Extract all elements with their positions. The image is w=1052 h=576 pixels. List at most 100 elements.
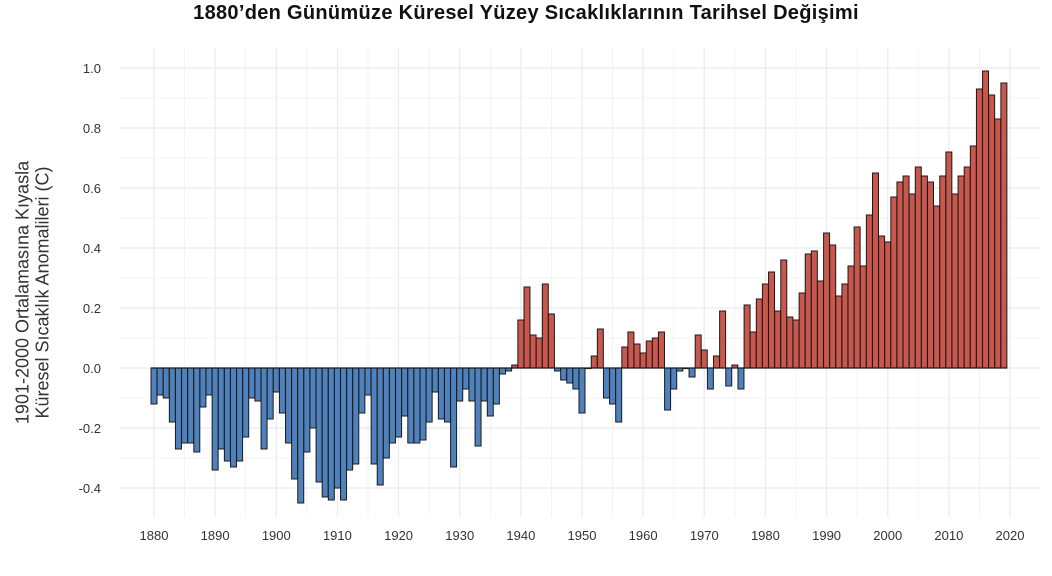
bar-2013 (963, 166, 971, 369)
bar-2016 (982, 70, 990, 369)
bar-1990 (823, 232, 831, 369)
bar-2004 (908, 193, 916, 369)
bar-1976 (737, 367, 745, 390)
bar-1924 (419, 367, 427, 441)
y-tick-label: 0.6 (83, 181, 101, 196)
bar-2009 (939, 175, 947, 369)
bar-2000 (884, 241, 892, 369)
bar-2012 (957, 175, 965, 369)
bar-1953 (596, 328, 604, 369)
bar-1925 (425, 367, 433, 423)
bar-1908 (321, 367, 329, 498)
bar-1992 (835, 295, 843, 369)
bar-1996 (859, 265, 867, 369)
bar-1958 (627, 331, 635, 369)
bar-1993 (841, 283, 849, 369)
x-tick-label: 1920 (384, 528, 413, 543)
bar-1898 (260, 367, 268, 450)
bar-1885 (181, 367, 189, 444)
x-tick-label: 1880 (140, 528, 169, 543)
bar-2015 (975, 88, 983, 369)
bar-1931 (462, 367, 470, 390)
bar-2011 (951, 193, 959, 369)
bar-1911 (340, 367, 348, 501)
bar-1994 (847, 265, 855, 369)
bar-1972 (713, 355, 721, 369)
bar-1960 (639, 352, 647, 369)
x-tick-label: 1910 (323, 528, 352, 543)
bar-1940 (517, 319, 525, 369)
bar-1995 (853, 226, 861, 369)
bar-1988 (810, 250, 818, 369)
y-tick-label: 0.8 (83, 121, 101, 136)
bar-1974 (725, 367, 733, 387)
bar-1957 (621, 346, 629, 369)
bar-1890 (211, 367, 219, 471)
bar-1989 (816, 280, 824, 369)
bar-1913 (352, 367, 360, 465)
bar-1969 (694, 334, 702, 369)
bar-1900 (272, 367, 280, 393)
bar-1936 (492, 367, 500, 405)
x-tick-label: 1950 (568, 528, 597, 543)
bar-1952 (590, 355, 598, 369)
bar-1937 (499, 367, 507, 375)
bar-2001 (890, 196, 898, 369)
bar-1943 (535, 337, 543, 369)
bar-1905 (303, 367, 311, 453)
bar-1901 (278, 367, 286, 414)
bar-1991 (829, 244, 837, 369)
bar-1935 (486, 367, 494, 417)
bar-1918 (382, 367, 390, 459)
bar-1904 (297, 367, 305, 504)
y-tick-label: -0.4 (79, 481, 101, 496)
bar-1883 (168, 367, 176, 423)
bar-1970 (700, 349, 708, 369)
bar-1914 (358, 367, 366, 414)
bar-1880 (150, 367, 158, 405)
bar-1944 (541, 283, 549, 369)
bar-1903 (291, 367, 299, 480)
bar-1921 (401, 367, 409, 417)
grid-layer (120, 48, 1040, 517)
bar-1887 (193, 367, 201, 453)
bar-1979 (755, 298, 763, 369)
bar-1934 (480, 367, 488, 402)
y-tick-label: 0.4 (83, 241, 101, 256)
bar-2017 (988, 94, 996, 369)
bar-1949 (572, 367, 580, 390)
bar-1964 (664, 367, 672, 411)
bar-2010 (945, 151, 953, 369)
bar-1961 (645, 340, 653, 369)
bar-1892 (223, 367, 231, 462)
x-tick-label: 1980 (751, 528, 780, 543)
bars-layer (150, 70, 1008, 504)
x-tick-label: 1900 (262, 528, 291, 543)
bar-1985 (792, 319, 800, 369)
bar-1981 (768, 271, 776, 369)
bar-2003 (902, 175, 910, 369)
bar-1947 (560, 367, 568, 381)
bar-1999 (878, 235, 886, 369)
bar-1980 (761, 283, 769, 369)
bar-2006 (920, 175, 928, 369)
bar-2019 (1000, 82, 1008, 369)
bar-1912 (346, 367, 354, 471)
bar-1982 (774, 310, 782, 369)
bar-1978 (749, 331, 757, 369)
bar-1997 (865, 214, 873, 369)
bar-1929 (450, 367, 458, 468)
bar-1910 (333, 367, 341, 489)
bar-1926 (431, 367, 439, 393)
bar-1902 (285, 367, 293, 444)
bar-1882 (162, 367, 170, 399)
bar-1899 (266, 367, 274, 420)
bar-1881 (156, 367, 164, 396)
x-tick-label: 1890 (201, 528, 230, 543)
bar-1950 (578, 367, 586, 414)
bar-1916 (370, 367, 378, 465)
x-tick-label: 1930 (445, 528, 474, 543)
y-tick-label: -0.2 (79, 421, 101, 436)
bar-1984 (786, 316, 794, 369)
